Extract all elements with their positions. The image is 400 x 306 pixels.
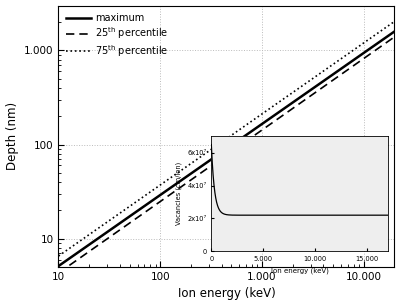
75$^{\mathrm{th}}$ percentile xyxy=(324,67,329,71)
75$^{\mathrm{th}}$ percentile xyxy=(192,159,197,163)
maximum xyxy=(56,264,61,268)
maximum xyxy=(324,77,329,81)
maximum xyxy=(204,161,209,165)
25$^{\mathrm{th}}$ percentile xyxy=(287,109,292,113)
X-axis label: Ion energy (keV): Ion energy (keV) xyxy=(178,287,275,300)
25$^{\mathrm{th}}$ percentile xyxy=(56,271,61,275)
maximum xyxy=(192,169,197,173)
75$^{\mathrm{th}}$ percentile xyxy=(318,71,323,75)
Legend: maximum, 25$^{\mathrm{th}}$ percentile, 75$^{\mathrm{th}}$ percentile: maximum, 25$^{\mathrm{th}}$ percentile, … xyxy=(63,10,172,62)
maximum xyxy=(392,30,397,33)
maximum xyxy=(318,81,323,85)
75$^{\mathrm{th}}$ percentile xyxy=(56,254,61,258)
Line: 75$^{\mathrm{th}}$ percentile: 75$^{\mathrm{th}}$ percentile xyxy=(58,21,394,256)
25$^{\mathrm{th}}$ percentile xyxy=(90,247,95,251)
Line: maximum: maximum xyxy=(58,32,394,266)
75$^{\mathrm{th}}$ percentile xyxy=(287,93,292,97)
maximum xyxy=(287,103,292,107)
Y-axis label: Depth (nm): Depth (nm) xyxy=(6,102,18,170)
Line: 25$^{\mathrm{th}}$ percentile: 25$^{\mathrm{th}}$ percentile xyxy=(58,37,394,273)
25$^{\mathrm{th}}$ percentile xyxy=(318,87,323,91)
25$^{\mathrm{th}}$ percentile xyxy=(204,167,209,171)
75$^{\mathrm{th}}$ percentile xyxy=(392,20,397,23)
75$^{\mathrm{th}}$ percentile xyxy=(90,230,95,234)
75$^{\mathrm{th}}$ percentile xyxy=(204,151,209,155)
25$^{\mathrm{th}}$ percentile xyxy=(392,35,397,39)
25$^{\mathrm{th}}$ percentile xyxy=(324,83,329,87)
maximum xyxy=(90,240,95,244)
25$^{\mathrm{th}}$ percentile xyxy=(192,176,197,179)
